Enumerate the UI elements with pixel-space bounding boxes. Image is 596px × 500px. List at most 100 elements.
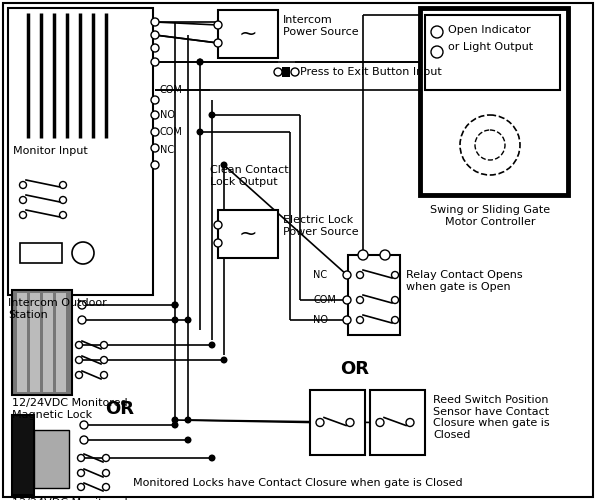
Circle shape bbox=[431, 46, 443, 58]
Circle shape bbox=[185, 416, 191, 424]
Circle shape bbox=[172, 302, 178, 308]
Text: Monitor Input: Monitor Input bbox=[13, 146, 88, 156]
Circle shape bbox=[380, 250, 390, 260]
Circle shape bbox=[431, 26, 443, 38]
Circle shape bbox=[78, 301, 86, 309]
Circle shape bbox=[343, 271, 351, 279]
Bar bbox=[8, 8, 153, 295]
Text: Relay Contact Opens
when gate is Open: Relay Contact Opens when gate is Open bbox=[406, 270, 523, 291]
Circle shape bbox=[221, 356, 228, 364]
Circle shape bbox=[101, 342, 107, 348]
Bar bbox=[348, 255, 400, 335]
Text: OR: OR bbox=[105, 400, 134, 418]
Bar bbox=[30, 293, 40, 392]
Bar bbox=[56, 293, 66, 392]
Circle shape bbox=[376, 418, 384, 426]
Circle shape bbox=[214, 221, 222, 229]
Bar bbox=[17, 293, 27, 392]
Circle shape bbox=[172, 302, 178, 308]
Circle shape bbox=[356, 296, 364, 304]
Text: or Light Output: or Light Output bbox=[448, 42, 533, 52]
Bar bbox=[43, 293, 53, 392]
Text: Monitored Locks have Contact Closure when gate is Closed: Monitored Locks have Contact Closure whe… bbox=[133, 478, 463, 488]
Text: NO: NO bbox=[313, 315, 328, 325]
Circle shape bbox=[392, 316, 399, 324]
Circle shape bbox=[392, 272, 399, 278]
Circle shape bbox=[274, 68, 282, 76]
Text: OR: OR bbox=[340, 360, 369, 378]
Bar bbox=[218, 210, 278, 258]
Circle shape bbox=[77, 484, 85, 490]
Circle shape bbox=[101, 372, 107, 378]
Text: COM: COM bbox=[313, 295, 336, 305]
Text: Open Indicator: Open Indicator bbox=[448, 25, 530, 35]
Circle shape bbox=[214, 239, 222, 247]
Text: Intercom
Power Source: Intercom Power Source bbox=[283, 15, 359, 36]
Circle shape bbox=[103, 470, 110, 476]
Text: COM: COM bbox=[160, 85, 183, 95]
Text: Intercom Outdoor
Station: Intercom Outdoor Station bbox=[8, 298, 107, 320]
Circle shape bbox=[77, 454, 85, 462]
Circle shape bbox=[151, 44, 159, 52]
Circle shape bbox=[172, 416, 178, 424]
Circle shape bbox=[209, 342, 216, 348]
Circle shape bbox=[80, 436, 88, 444]
Circle shape bbox=[20, 182, 26, 188]
Polygon shape bbox=[420, 8, 568, 195]
Text: Clean Contact
Lock Output: Clean Contact Lock Output bbox=[210, 165, 288, 186]
Text: NC: NC bbox=[160, 145, 174, 155]
Circle shape bbox=[209, 454, 216, 462]
Circle shape bbox=[60, 212, 67, 218]
Text: 12/24VDC Monitored
Magnetic Lock: 12/24VDC Monitored Magnetic Lock bbox=[12, 398, 128, 419]
Text: Press to Exit Button Input: Press to Exit Button Input bbox=[300, 67, 442, 77]
Text: NO: NO bbox=[160, 110, 175, 120]
Circle shape bbox=[214, 39, 222, 47]
Circle shape bbox=[76, 372, 82, 378]
Circle shape bbox=[151, 161, 159, 169]
Circle shape bbox=[214, 21, 222, 29]
Text: ~: ~ bbox=[238, 24, 257, 44]
Bar bbox=[310, 390, 365, 455]
Circle shape bbox=[392, 296, 399, 304]
Text: 12/24VDC Monitored
Electric Strike Lock: 12/24VDC Monitored Electric Strike Lock bbox=[12, 498, 128, 500]
Circle shape bbox=[358, 250, 368, 260]
Text: Swing or Sliding Gate
Motor Controller: Swing or Sliding Gate Motor Controller bbox=[430, 205, 550, 227]
Circle shape bbox=[151, 31, 159, 39]
Text: Electric Lock
Power Source: Electric Lock Power Source bbox=[283, 215, 359, 236]
Circle shape bbox=[209, 112, 216, 118]
Circle shape bbox=[316, 418, 324, 426]
Circle shape bbox=[60, 196, 67, 203]
Circle shape bbox=[60, 182, 67, 188]
Circle shape bbox=[103, 454, 110, 462]
Text: NC: NC bbox=[313, 270, 327, 280]
Circle shape bbox=[343, 296, 351, 304]
Text: COM: COM bbox=[160, 127, 183, 137]
Text: ~: ~ bbox=[238, 224, 257, 244]
Bar bbox=[12, 415, 34, 495]
Circle shape bbox=[185, 316, 191, 324]
Bar bbox=[370, 390, 425, 455]
Bar bbox=[34, 430, 69, 488]
Circle shape bbox=[197, 58, 203, 66]
Circle shape bbox=[185, 436, 191, 444]
Circle shape bbox=[151, 58, 159, 66]
Circle shape bbox=[151, 128, 159, 136]
Circle shape bbox=[80, 421, 88, 429]
Bar bbox=[218, 10, 278, 58]
Circle shape bbox=[72, 242, 94, 264]
Circle shape bbox=[151, 96, 159, 104]
Circle shape bbox=[343, 316, 351, 324]
Bar bbox=[425, 15, 560, 90]
Circle shape bbox=[151, 144, 159, 152]
Circle shape bbox=[197, 58, 203, 66]
Circle shape bbox=[76, 356, 82, 364]
Circle shape bbox=[20, 196, 26, 203]
Circle shape bbox=[356, 316, 364, 324]
Circle shape bbox=[356, 272, 364, 278]
Circle shape bbox=[346, 418, 354, 426]
Circle shape bbox=[103, 484, 110, 490]
Circle shape bbox=[76, 342, 82, 348]
Circle shape bbox=[406, 418, 414, 426]
Circle shape bbox=[291, 68, 299, 76]
Circle shape bbox=[151, 111, 159, 119]
